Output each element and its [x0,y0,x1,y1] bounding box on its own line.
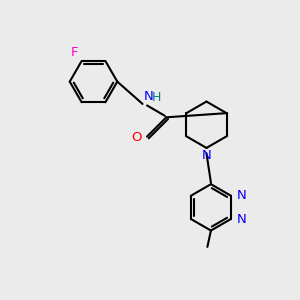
Text: N: N [202,149,211,162]
Text: H: H [151,91,160,104]
Text: F: F [71,46,79,59]
Text: O: O [131,131,142,144]
Text: N: N [236,189,246,202]
Text: N: N [236,213,246,226]
Text: N: N [143,90,153,103]
